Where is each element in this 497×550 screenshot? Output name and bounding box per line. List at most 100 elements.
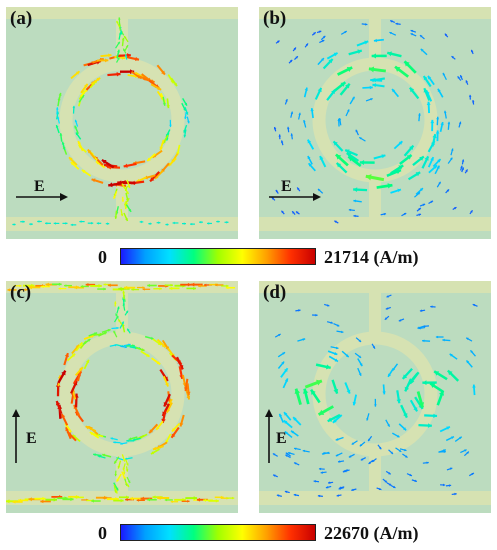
field-arrow <box>365 174 385 182</box>
field-arrow <box>278 413 284 423</box>
field-arrow <box>123 186 129 195</box>
field-arrow <box>390 484 396 489</box>
field-arrow <box>390 164 404 175</box>
field-arrow <box>401 212 407 217</box>
field-arrow <box>272 452 279 457</box>
field-arrow <box>337 66 353 76</box>
field-arrow <box>114 470 117 477</box>
colorbar-2: 0 22670 (A/m) <box>0 520 497 546</box>
field-arrow <box>365 98 373 102</box>
field-arrow <box>357 367 362 377</box>
field-arrow <box>164 498 173 502</box>
field-arrow <box>332 140 344 152</box>
field-arrow <box>422 380 437 386</box>
field-arrow <box>116 306 120 314</box>
field-arrow <box>398 423 407 431</box>
field-arrow <box>314 87 323 100</box>
field-arrow <box>113 498 124 503</box>
field-arrow <box>290 430 299 437</box>
field-arrow <box>124 202 128 210</box>
field-arrow <box>408 86 420 100</box>
field-arrow <box>410 29 417 33</box>
field-arrow <box>142 287 151 291</box>
field-arrow <box>344 469 350 473</box>
field-arrow <box>459 74 463 81</box>
field-arrow <box>29 222 33 226</box>
field-arrow <box>293 493 300 497</box>
field-arrow <box>302 388 310 405</box>
field-arrow <box>447 121 451 130</box>
ring-resonator <box>312 57 438 183</box>
field-arrow <box>113 330 118 338</box>
field-arrow <box>74 286 85 290</box>
field-arrow <box>287 126 290 133</box>
field-arrow <box>304 379 323 389</box>
field-arrow <box>164 283 173 287</box>
field-arrow <box>298 112 301 120</box>
field-arrow <box>387 368 395 378</box>
field-arrow <box>169 286 180 291</box>
field-arrow <box>121 196 125 203</box>
field-arrow <box>404 378 413 392</box>
field-arrow <box>183 129 187 138</box>
field-arrow <box>362 85 373 90</box>
field-arrow <box>63 352 69 366</box>
field-arrow <box>53 222 60 225</box>
field-arrow <box>120 442 128 445</box>
field-arrow <box>339 486 345 489</box>
field-arrow <box>156 221 161 224</box>
field-arrow <box>460 449 467 454</box>
field-arrow <box>292 416 302 426</box>
field-arrow <box>146 153 156 162</box>
field-arrow <box>344 149 358 157</box>
field-arrow <box>162 375 169 387</box>
field-arrow <box>90 77 101 85</box>
field-arrow <box>126 179 131 189</box>
field-arrow <box>357 358 363 367</box>
field-arrow <box>358 136 366 142</box>
field-arrow <box>167 157 177 167</box>
field-arrow <box>96 58 109 63</box>
field-arrow <box>313 480 320 483</box>
field-arrow <box>434 165 441 175</box>
field-arrow <box>327 481 334 484</box>
field-arrow <box>307 155 313 165</box>
field-arrow <box>184 107 189 115</box>
field-arrow <box>389 20 396 23</box>
field-arrow <box>349 96 356 105</box>
field-arrow <box>391 88 400 98</box>
field-arrow <box>125 459 129 466</box>
panel-label-d: (d) <box>263 282 287 303</box>
field-arrow <box>273 126 277 132</box>
field-arrow <box>427 75 435 86</box>
field-arrow <box>190 282 203 287</box>
field-arrow <box>93 453 102 457</box>
field-arrow <box>68 156 78 166</box>
field-arrow <box>115 41 121 49</box>
field-label-d: E <box>276 430 287 447</box>
field-arrow <box>445 435 455 442</box>
field-arrow <box>74 125 79 135</box>
field-arrow <box>7 288 17 292</box>
field-arrow <box>118 286 130 291</box>
field-arrow <box>446 369 460 382</box>
field-arrow <box>371 53 387 59</box>
field-map-c <box>6 281 238 513</box>
field-arrow <box>59 133 63 142</box>
field-arrow <box>336 494 342 497</box>
field-arrow <box>394 65 410 78</box>
field-arrow <box>124 54 128 60</box>
field-arrow <box>370 78 383 83</box>
field-arrow <box>416 391 425 408</box>
field-arrow <box>113 482 119 491</box>
field-arrow <box>208 499 219 503</box>
field-arrow <box>60 413 69 426</box>
field-arrow <box>417 325 424 329</box>
field-arrow <box>125 204 132 213</box>
field-arrow <box>340 30 348 35</box>
field-arrow <box>317 57 325 66</box>
field-arrow <box>140 350 150 358</box>
field-arrow <box>443 110 447 119</box>
field-arrow <box>353 214 359 218</box>
field-arrow <box>446 467 453 471</box>
